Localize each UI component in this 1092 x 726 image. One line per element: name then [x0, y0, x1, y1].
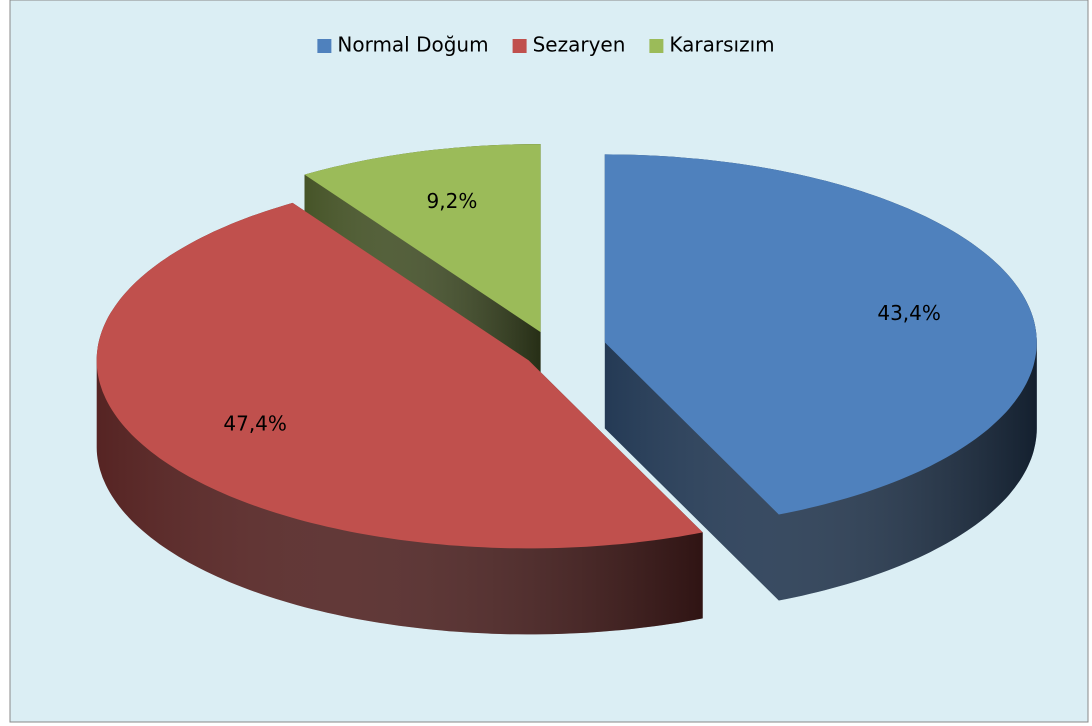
legend-swatch: [512, 39, 527, 53]
data-label: 43,4%: [877, 301, 941, 325]
data-labels: 43,4% 47,4% 9,2%: [223, 189, 941, 436]
legend-swatch: [649, 39, 664, 53]
legend-label: Sezaryen: [533, 33, 626, 57]
slice: [304, 144, 541, 333]
slice: [96, 202, 703, 549]
data-label: 47,4%: [223, 411, 287, 435]
pie-tops: [96, 144, 1037, 549]
legend-label: Kararsızım: [669, 33, 774, 57]
legend-label: Normal Doğum: [337, 33, 488, 57]
data-label: 9,2%: [427, 189, 478, 213]
legend: Normal Doğum Sezaryen Kararsızım: [317, 33, 775, 57]
slice: [604, 154, 1037, 515]
legend-swatch: [317, 39, 332, 53]
